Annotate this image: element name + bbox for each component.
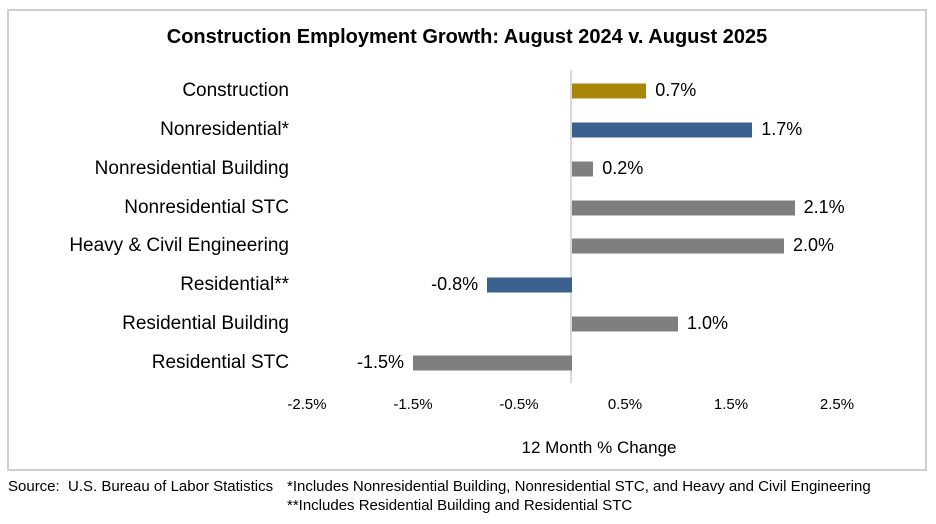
chart-row: Residential** -0.8% — [9, 266, 925, 305]
bar — [413, 355, 572, 371]
footer-source: Source: U.S. Bureau of Labor Statistics — [8, 478, 274, 495]
plot-cell: 0.2% — [289, 150, 925, 189]
category-label: Residential STC — [151, 351, 289, 373]
plot-cell: 0.7% — [289, 72, 925, 111]
bar — [572, 200, 795, 216]
chart-row: Nonresidential Building 0.2% — [9, 150, 925, 189]
category-label: Construction — [182, 80, 289, 102]
category-label: Nonresidential Building — [94, 157, 289, 179]
value-label: 2.1% — [803, 196, 845, 217]
value-label: 0.2% — [602, 157, 644, 178]
value-label: 1.7% — [761, 119, 803, 140]
bar — [572, 161, 594, 177]
category-label: Residential** — [180, 274, 289, 296]
category-label: Nonresidential STC — [124, 196, 289, 218]
x-tick-label: 2.5% — [819, 396, 855, 413]
chart-row: Residential STC -1.5% — [9, 343, 925, 382]
value-label: 0.7% — [655, 80, 697, 101]
chart-rows: Construction 0.7% Nonresidential* 1.7% Nonre… — [9, 72, 925, 382]
footnote-residential: **Includes Residential Building and Resi… — [287, 497, 633, 514]
plot-cell: 2.0% — [289, 227, 925, 266]
chart-row: Residential Building 1.0% — [9, 305, 925, 344]
bar — [487, 277, 572, 293]
chart-title: Construction Employment Growth: August 2… — [166, 26, 768, 48]
plot-cell: 1.7% — [289, 111, 925, 150]
footnote-nonresidential: *Includes Nonresidential Building, Nonre… — [287, 478, 871, 495]
x-tick-label: -1.5% — [393, 396, 433, 413]
chart-box: Construction Employment Growth: August 2… — [7, 9, 927, 471]
chart-row: Nonresidential STC 2.1% — [9, 188, 925, 227]
chart-row: Construction 0.7% — [9, 72, 925, 111]
x-tick-label: 1.5% — [713, 396, 749, 413]
x-axis-ticks: -2.5% -1.5% -0.5% 0.5% 1.5% 2.5% — [287, 396, 925, 416]
category-label: Nonresidential* — [160, 119, 289, 141]
bar — [572, 122, 753, 138]
plot-cell: -0.8% — [289, 266, 925, 305]
chart-row: Nonresidential* 1.7% — [9, 111, 925, 150]
zero-axis-line — [570, 70, 572, 383]
plot-cell: 2.1% — [289, 188, 925, 227]
value-label: 2.0% — [793, 235, 835, 256]
category-label: Heavy & Civil Engineering — [69, 235, 289, 257]
x-axis-title: 12 Month % Change — [521, 438, 677, 457]
x-tick-label: -0.5% — [499, 396, 539, 413]
chart-row: Heavy & Civil Engineering 2.0% — [9, 227, 925, 266]
value-label: -0.8% — [431, 274, 479, 295]
bar — [572, 316, 678, 332]
bar — [572, 83, 647, 99]
plot-cell: 1.0% — [289, 305, 925, 344]
bar — [572, 238, 784, 254]
category-label: Residential Building — [122, 312, 289, 334]
x-tick-label: -2.5% — [287, 396, 327, 413]
x-tick-label: 0.5% — [607, 396, 643, 413]
plot-cell: -1.5% — [289, 343, 925, 382]
value-label: -1.5% — [356, 351, 404, 372]
value-label: 1.0% — [687, 312, 729, 333]
